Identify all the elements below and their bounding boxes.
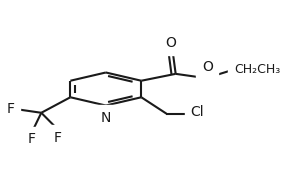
Text: F: F xyxy=(53,130,61,145)
Text: O: O xyxy=(202,60,213,74)
Text: O: O xyxy=(165,36,176,50)
Text: F: F xyxy=(28,132,36,146)
Text: Cl: Cl xyxy=(191,105,204,119)
Text: N: N xyxy=(101,111,111,125)
Text: CH₂CH₃: CH₂CH₃ xyxy=(234,63,280,76)
Text: F: F xyxy=(6,102,14,116)
